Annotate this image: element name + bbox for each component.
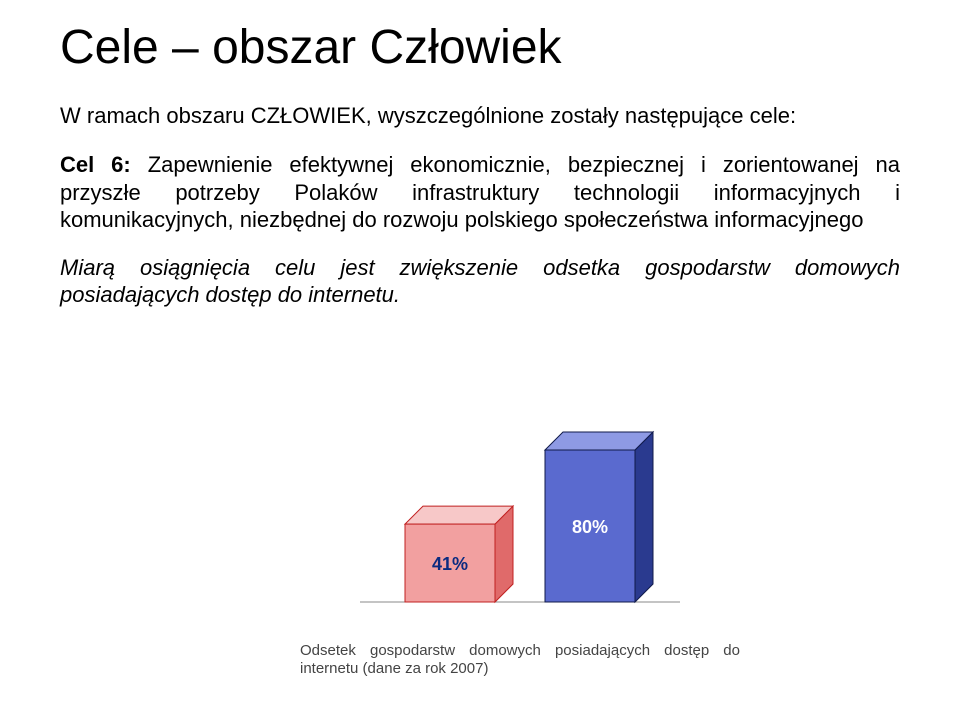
goal-label: Cel 6: [60, 152, 131, 177]
chart-container: 41% 80% Odsetek gospodarstw domowych posi… [300, 392, 740, 678]
page: Cele – obszar Człowiek W ramach obszaru … [0, 0, 960, 724]
goal-paragraph: Cel 6: Zapewnienie efektywnej ekonomiczn… [60, 151, 900, 234]
measure-paragraph: Miarą osiągnięcia celu jest zwiększenie … [60, 254, 900, 309]
svg-text:80%: 80% [572, 517, 608, 537]
page-title: Cele – obszar Człowiek [60, 20, 900, 75]
goal-text: Zapewnienie efektywnej ekonomicznie, bez… [60, 152, 900, 232]
svg-text:41%: 41% [432, 554, 468, 574]
bar-chart: 41% 80% [340, 392, 700, 632]
intro-text: W ramach obszaru CZŁOWIEK, wyszczególnio… [60, 103, 900, 129]
chart-caption: Odsetek gospodarstw domowych posiadający… [300, 642, 740, 678]
